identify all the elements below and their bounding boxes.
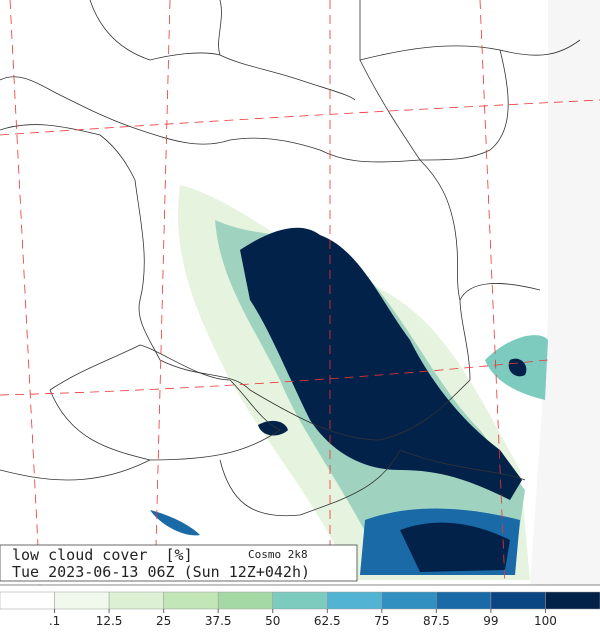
color-cell <box>545 591 600 610</box>
color-cell <box>490 591 546 610</box>
model-name: Cosmo 2k8 <box>248 548 308 561</box>
tick-label: 25 <box>156 614 171 628</box>
cloud-field <box>150 185 548 580</box>
tick-label: 100 <box>534 614 557 628</box>
color-cell <box>108 591 164 610</box>
tick-label: 87.5 <box>423 614 450 628</box>
color-cell <box>436 591 492 610</box>
borders <box>0 0 581 517</box>
tick-label: 37.5 <box>205 614 232 628</box>
tick-label: 75 <box>374 614 389 628</box>
outside-domain <box>530 0 600 585</box>
color-cell <box>327 591 383 610</box>
color-cell <box>54 591 110 610</box>
valid-time: Tue 2023-06-13 06Z (Sun 12Z+042h) <box>12 563 310 581</box>
color-cell <box>0 591 55 610</box>
tick-label: 62.5 <box>314 614 341 628</box>
colorbar: .1 12.5 25 37.5 50 62.5 75 87.5 99 100 <box>0 591 600 628</box>
field-title: low cloud cover [%] <box>12 546 193 564</box>
tick-label: 50 <box>265 614 280 628</box>
tick-label: .1 <box>49 614 60 628</box>
color-cell <box>381 591 437 610</box>
tick-label: 99 <box>483 614 498 628</box>
graticule <box>0 0 600 586</box>
info-box <box>0 544 358 582</box>
color-cell <box>217 591 273 610</box>
color-cell <box>272 591 328 610</box>
color-cell <box>163 591 219 610</box>
tick-label: 12.5 <box>96 614 123 628</box>
